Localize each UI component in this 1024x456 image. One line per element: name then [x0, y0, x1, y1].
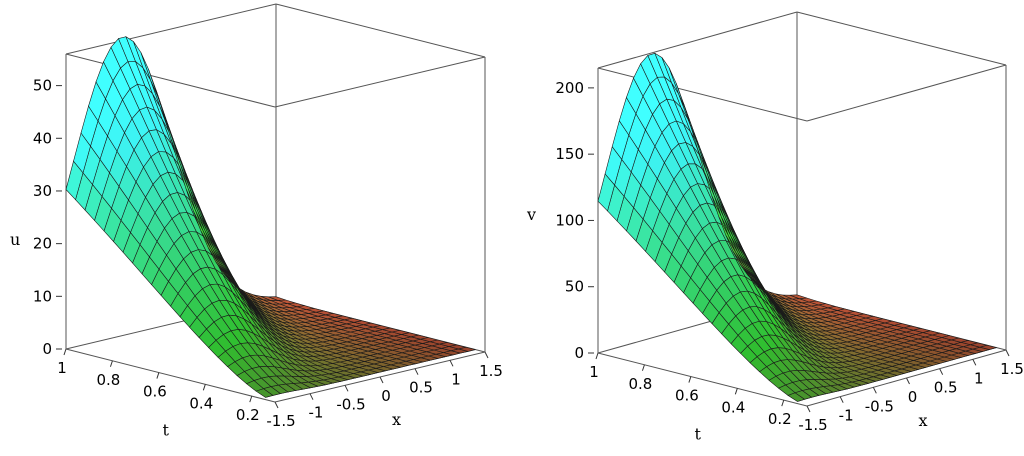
- t-tick-mark: [734, 388, 738, 395]
- x-tick-label: 1: [451, 370, 461, 388]
- t-axis-label: t: [695, 425, 702, 444]
- surface-plot-v-svg: 0 50 100 150 200 v 1 0.8 0.6 0.4 0.2 t -1.5 -1 -0.5 0 0.…: [526, 11, 1024, 444]
- box-edge: [65, 3, 277, 55]
- t-tick-label: 1: [57, 359, 67, 377]
- t-tick-label: 0.4: [189, 394, 213, 412]
- z-tick-label: 30: [33, 182, 52, 200]
- box-edge: [65, 53, 276, 108]
- surface-mesh: [65, 35, 476, 398]
- t-tick-mark: [641, 364, 645, 371]
- box-edge: [275, 3, 486, 58]
- x-tick-mark: [939, 368, 944, 375]
- x-tick-label: 0.5: [934, 379, 958, 397]
- t-tick-label: 0.6: [143, 383, 167, 401]
- x-tick-mark: [449, 360, 454, 367]
- x-axis-label: x: [392, 410, 401, 429]
- t-tick-mark: [63, 348, 67, 356]
- t-tick-mark: [202, 384, 206, 391]
- x-tick-label: 0: [381, 387, 391, 405]
- x-tick-label: 0.5: [409, 379, 433, 397]
- z-tick-label: 100: [555, 211, 584, 229]
- surface-plot-u: 0 10 20 30 40 50 u 1 0.8 0.6 0.4 0.2 t -1.5 -1 -0.5 0 0.5…: [10, 3, 503, 440]
- x-tick-mark: [906, 377, 910, 385]
- x-tick-label: 1.5: [1000, 360, 1024, 378]
- t-tick-label: 0.8: [97, 371, 121, 389]
- z-tick-label: 20: [33, 235, 52, 253]
- t-tick-label: 0.4: [721, 398, 745, 416]
- box-edge: [597, 352, 808, 407]
- x-tick-mark: [972, 359, 977, 366]
- surface-patch: [268, 296, 286, 301]
- x-tick-mark: [839, 396, 844, 403]
- x-tick-mark: [379, 376, 384, 384]
- box-edge: [65, 348, 276, 403]
- surface-plot-u-svg: 0 10 20 30 40 50 u 1 0.8 0.6 0.4 0.2 t -1.5 -1 -0.5 0 0.5…: [10, 3, 503, 440]
- x-tick-label: 1: [974, 369, 984, 387]
- x-tick-label: -0.5: [336, 395, 365, 413]
- z-tick-label: 0: [42, 340, 52, 358]
- box-edge: [597, 67, 808, 122]
- z-tick-label: 50: [33, 77, 52, 95]
- x-tick-label: 0: [908, 388, 918, 406]
- x-tick-mark: [274, 401, 279, 409]
- t-axis-label: t: [163, 421, 170, 440]
- x-tick-label: -1.5: [266, 412, 295, 430]
- t-tick-mark: [595, 352, 599, 360]
- z-tick-label: 40: [33, 129, 52, 147]
- z-axis: 0 10 20 30 40 50: [33, 77, 62, 358]
- box-edge: [597, 11, 798, 69]
- z-axis-label: u: [10, 230, 20, 249]
- t-tick-label: 0.6: [675, 387, 699, 405]
- x-tick-mark: [806, 405, 811, 413]
- x-tick-label: -1: [839, 407, 854, 425]
- x-tick-mark: [344, 385, 349, 392]
- x-tick-mark: [309, 393, 314, 400]
- x-axis-label: x: [919, 411, 928, 430]
- z-tick-label: 50: [565, 278, 584, 296]
- t-axis: 1 0.8 0.6 0.4 0.2: [589, 352, 792, 428]
- z-axis-label: v: [526, 205, 536, 224]
- x-tick-label: -1.5: [798, 416, 827, 434]
- x-tick-label: 1.5: [479, 362, 503, 380]
- x-tick-mark: [1005, 349, 1010, 357]
- z-tick-label: 200: [555, 79, 584, 97]
- t-axis: 1 0.8 0.6 0.4 0.2: [57, 348, 260, 424]
- box-edge: [806, 64, 1007, 122]
- t-tick-mark: [249, 395, 253, 403]
- z-tick-label: 0: [574, 344, 584, 362]
- x-axis: -1.5 -1 -0.5 0 0.5 1 1.5: [798, 349, 1024, 434]
- x-tick-label: -1: [309, 404, 324, 422]
- x-tick-mark: [484, 351, 489, 359]
- z-tick-label: 150: [555, 145, 584, 163]
- t-tick-mark: [781, 399, 785, 407]
- box-edge: [274, 56, 486, 108]
- t-tick-label: 0.2: [236, 406, 260, 424]
- surface-mesh: [597, 52, 998, 402]
- t-tick-label: 1: [589, 363, 599, 381]
- surface-plot-v: 0 50 100 150 200 v 1 0.8 0.6 0.4 0.2 t -1.5 -1 -0.5 0 0.…: [512, 0, 1024, 456]
- x-tick-mark: [872, 387, 877, 394]
- t-tick-mark: [688, 376, 692, 383]
- x-tick-label: -0.5: [865, 397, 894, 415]
- z-tick-label: 10: [33, 287, 52, 305]
- x-tick-mark: [414, 368, 419, 375]
- x-axis: -1.5 -1 -0.5 0 0.5 1 1.5: [266, 351, 503, 430]
- t-tick-label: 0.8: [629, 375, 653, 393]
- surface-patch: [789, 294, 807, 300]
- t-tick-mark: [156, 372, 160, 379]
- t-tick-mark: [109, 360, 113, 367]
- t-tick-label: 0.2: [768, 410, 792, 428]
- box-edge: [796, 11, 1007, 66]
- z-axis: 0 50 100 150 200: [555, 79, 594, 362]
